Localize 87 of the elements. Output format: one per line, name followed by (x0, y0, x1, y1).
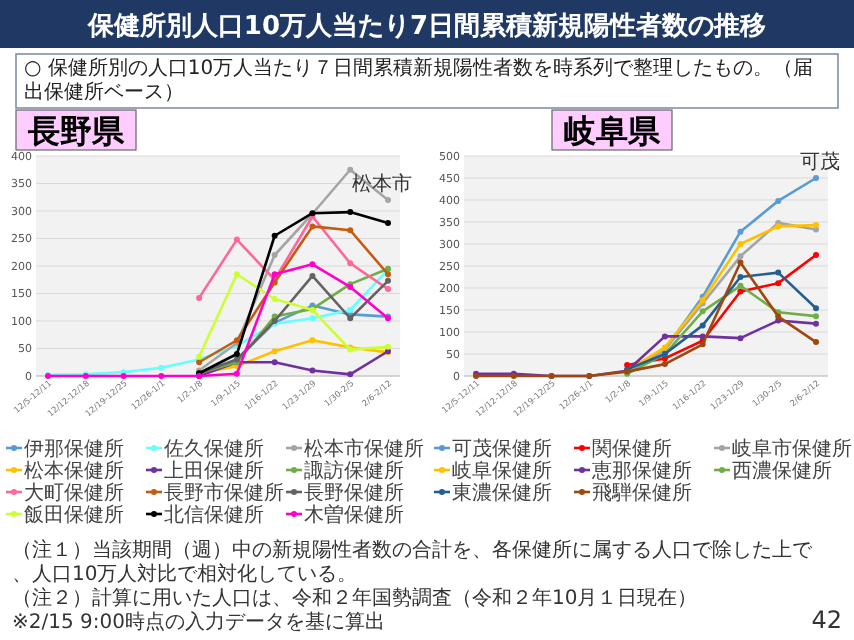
legend-label: 可茂保健所 (452, 437, 552, 461)
legend-label: 松本保健所 (24, 459, 124, 483)
point (813, 339, 819, 346)
point (737, 274, 744, 280)
legend-label: 長野保健所 (304, 481, 404, 505)
legend-label: 岐阜市保健所 (732, 437, 852, 461)
point (385, 286, 391, 293)
text: 保健所別人口10万人当たり7日間累積新規陽性者数の推移 (85, 10, 767, 42)
legend-label: 西濃保健所 (732, 459, 832, 483)
point (385, 220, 391, 227)
point (347, 166, 354, 173)
legend-label: 松本市保健所 (304, 437, 424, 461)
point (309, 272, 316, 279)
line-series (473, 259, 819, 379)
legend-label: 恵那保健所 (590, 459, 692, 483)
point (775, 269, 782, 276)
point (233, 271, 240, 278)
text: （注２）計算に用いた人口は、令和２年国勢調査（令和２年10月１日現在） (12, 586, 698, 610)
legend-label: 北信保健所 (164, 503, 264, 527)
point (385, 277, 391, 284)
point (158, 373, 165, 379)
point (309, 315, 316, 322)
point (737, 288, 744, 295)
point (271, 252, 278, 258)
point (347, 371, 354, 378)
point (699, 322, 706, 329)
point (233, 370, 240, 377)
point (737, 253, 744, 260)
legend-label: 東濃保健所 (452, 481, 552, 505)
point (347, 307, 354, 313)
legend-label: 諏訪保健所 (304, 459, 404, 483)
legend-label: 飯田保健所 (24, 503, 124, 527)
text: ○ 保健所別の人口10万人当たり７日間累積新規陽性者数を時系列で整理したもの。（届出保健所ベース） (24, 56, 814, 104)
point (233, 236, 240, 243)
point (813, 305, 819, 312)
line-series (624, 269, 819, 373)
point (737, 335, 744, 342)
point (347, 227, 354, 234)
point (385, 271, 391, 278)
legend-label: 佐久保健所 (164, 437, 264, 461)
point (813, 175, 819, 181)
legend-label: 関保健所 (592, 437, 672, 461)
text: 42 (811, 606, 842, 634)
point (309, 223, 316, 230)
point (271, 348, 278, 355)
point (813, 320, 819, 327)
point (196, 294, 203, 301)
annotation: 松本市 (352, 172, 412, 196)
point (271, 296, 278, 302)
line-series (196, 271, 391, 360)
point (347, 209, 354, 216)
annotation: 可茂 (800, 150, 840, 174)
point (309, 261, 316, 268)
point (309, 367, 316, 374)
legend-label: 伊那保健所 (24, 437, 124, 461)
point (271, 359, 278, 366)
line-series (196, 166, 391, 374)
legend-label: 長野市保健所 (164, 481, 284, 505)
point (347, 260, 354, 267)
point (233, 351, 240, 357)
legend-label: 岐阜保健所 (452, 459, 552, 483)
point (271, 271, 278, 278)
line-series (624, 282, 819, 377)
chart-title: 長野県 (26, 112, 126, 150)
point (737, 282, 744, 289)
point (661, 333, 668, 340)
line-series (196, 213, 391, 301)
point (813, 313, 819, 320)
point (385, 343, 391, 350)
point (775, 197, 782, 204)
point (737, 228, 744, 235)
point (271, 232, 278, 239)
point (699, 308, 706, 315)
legend-label: 上田保健所 (164, 459, 264, 483)
point (737, 241, 744, 247)
point (775, 280, 782, 287)
point (737, 259, 744, 266)
point (385, 197, 391, 203)
point (813, 252, 819, 258)
text: ※2/15 9:00時点の入力データを基に算出 (12, 610, 385, 634)
point (309, 337, 316, 344)
legend-label: 飛騨保健所 (592, 481, 692, 505)
text: （注１）当該期間（週）中の新規陽性者数の合計を、各保健所に属する人口で除した上で、人口10万人対比で相対化している。 (12, 538, 814, 586)
legend-label: 木曽保健所 (304, 503, 404, 527)
legend-label: 大町保健所 (24, 481, 124, 505)
point (158, 364, 165, 371)
chart-title: 岐阜県 (564, 112, 662, 150)
